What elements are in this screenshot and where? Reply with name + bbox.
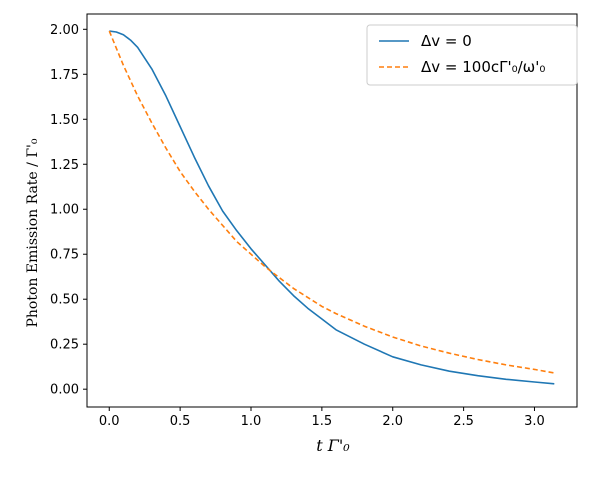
y-tick-label: 1.25 [50, 158, 79, 173]
plot-area: 0.0 0.5 1.0 1.5 2.0 2.5 3.0 0.00 0.25 0.50 0.75 1.0… [50, 13, 578, 429]
y-tick-label: 0.50 [50, 293, 79, 308]
x-tick-label: 1.0 [241, 414, 262, 429]
x-axis-label: t Γ'₀ [316, 436, 350, 455]
plot-frame [86, 13, 578, 408]
y-tick-label: 1.00 [50, 203, 79, 218]
x-tick-label: 1.5 [312, 414, 333, 429]
y-tick-label: 0.25 [50, 338, 79, 353]
y-tick-label: 1.50 [50, 113, 79, 128]
y-tick-label: 0.75 [50, 248, 79, 263]
x-tick-label: 0.0 [99, 414, 120, 429]
legend-label-series-1: Δv = 0 [421, 32, 472, 50]
y-axis-label: Photon Emission Rate / Γ'₀ [25, 138, 41, 327]
legend-label-series-2: Δv = 100cΓ'₀/ω'₀ [421, 58, 545, 76]
y-tick-label: 0.00 [50, 383, 79, 398]
legend: Δv = 0 Δv = 100cΓ'₀/ω'₀ [366, 24, 578, 86]
y-tick-label: 1.75 [50, 68, 79, 83]
x-tick-label: 3.0 [524, 414, 545, 429]
y-tick-label: 2.00 [50, 23, 79, 38]
series-line-2 [108, 30, 555, 374]
x-tick-label: 2.0 [382, 414, 403, 429]
x-tick-label: 2.5 [453, 414, 474, 429]
series-line-1 [109, 30, 555, 385]
x-tick-label: 0.5 [170, 414, 191, 429]
legend-frame [366, 24, 578, 86]
